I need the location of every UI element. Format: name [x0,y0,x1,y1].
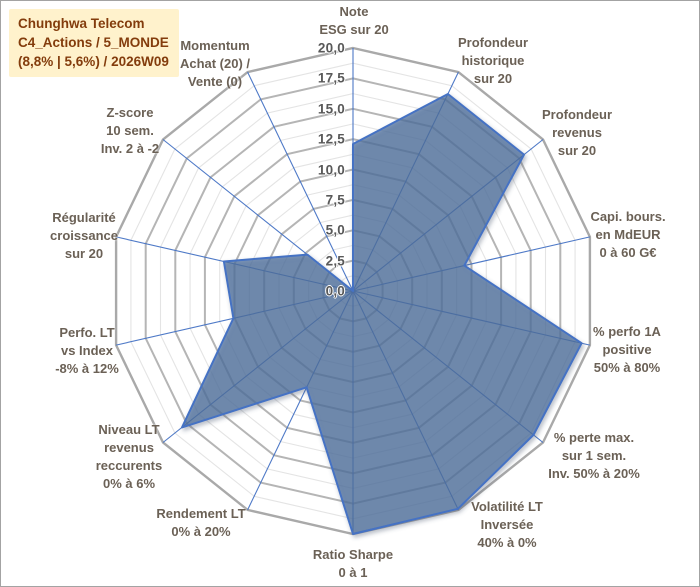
radar-spoke [247,71,354,292]
axis-label-line: Inv. 2 à -2 [100,141,160,156]
axis-label-niveau-lt-revenus: Niveau LT revenus reccurents 0% à 6% [49,421,209,493]
axis-label-line: 50% à 80% [593,360,661,375]
axis-label-line: 10 sem. [106,123,154,138]
title-line-portfolio: C4_Actions / 5_MONDE [18,35,169,50]
axis-label-line: sur 20 [473,71,513,86]
radial-tick-label: 12,5 [317,131,345,147]
radar-series-polygon [181,93,583,535]
axis-label-line: vs Index [60,343,114,358]
title-line-security: Chunghwa Telecom [18,16,145,31]
radial-tick-label: 17,5 [317,70,345,86]
radial-tick-label: 15,0 [317,101,345,117]
axis-label-line: en MdEUR [595,227,661,242]
axis-label-line: Niveau LT [98,422,160,437]
axis-label-line: Inversée [480,517,534,532]
axis-label-line: -8% à 12% [55,361,119,376]
axis-label-profondeur-historique: Profondeur historique sur 20 [413,34,573,88]
axis-label-line: reccurents [95,458,163,473]
title-line-stats: (8,8% | 5,6%) / 2026W09 [18,54,169,69]
radial-tick-label: 5,0 [325,222,345,238]
axis-label-line: % perte max. [553,430,635,445]
axis-label-line: 0 à 60 G€ [599,245,657,260]
axis-label-line: revenus [104,440,154,455]
axis-label-ratio-sharpe: Ratio Sharpe 0 à 1 [273,546,433,582]
axis-label-perfo-lt-vs-index: Perfo. LT vs Index -8% à 12% [7,324,167,378]
axis-label-line: sur 1 sem. [561,448,627,463]
axis-label-line: Profondeur [541,107,613,122]
axis-label-line: 0% à 6% [102,476,156,491]
axis-label-rendement-lt: Rendement LT 0% à 20% [121,505,281,541]
axis-label-capi-bours: Capi. bours. en MdEUR 0 à 60 G€ [548,208,699,262]
axis-label-line: Profondeur [457,35,529,50]
axis-label-line: Volatilité LT [471,499,543,514]
axis-label-momentum: Momentum Achat (20) / Vente (0) [135,37,295,91]
axis-label-line: revenus [552,125,602,140]
axis-label-note-esg: Note ESG sur 20 [274,3,434,39]
axis-label-perte-max: % perte max. sur 1 sem. Inv. 50% à 20% [514,429,674,483]
axis-label-line: 40% à 0% [477,535,537,550]
axis-label-line: sur 20 [64,246,104,261]
axis-label-regularite-croissance: Régularité croissance sur 20 [4,209,164,263]
axis-label-profondeur-revenus: Profondeur revenus sur 20 [497,106,657,160]
axis-label-line: Note [339,4,369,19]
radial-tick-label: 2,5 [325,253,345,269]
axis-label-line: 0% à 20% [171,524,231,539]
radial-tick-label: 20,0 [317,40,345,56]
radial-tick-label: 10,0 [317,162,345,177]
axis-label-line: 0 à 1 [338,565,368,580]
axis-label-line: sur 20 [557,143,597,158]
axis-label-line: Perfo. LT [59,325,115,340]
axis-label-perfo-1a-positive: % perfo 1A positive 50% à 80% [547,323,699,377]
axis-label-line: Rendement LT [156,506,246,521]
axis-label-line: Régularité [52,210,116,225]
radial-tick-label: 7,5 [325,192,345,208]
axis-label-line: historique [461,53,525,68]
axis-label-line: Z-score [106,105,154,120]
axis-label-line: croissance [50,228,118,243]
axis-label-line: Ratio Sharpe [312,547,394,562]
axis-label-volatilite-lt: Volatilité LT Inversée 40% à 0% [427,498,587,552]
axis-label-line: Vente (0) [187,74,243,89]
chart-title-box: Chunghwa Telecom C4_Actions / 5_MONDE (8… [9,9,179,77]
axis-label-line: Momentum [180,38,250,53]
axis-label-line: Capi. bours. [590,209,666,224]
axis-label-line: % perfo 1A [593,324,661,339]
axis-label-line: ESG sur 20 [319,22,389,37]
axis-label-z-score: Z-score 10 sem. Inv. 2 à -2 [50,104,210,158]
radial-tick-label: 0,0 [325,283,345,299]
axis-label-line: Inv. 50% à 20% [548,466,640,481]
axis-label-line: positive [602,342,652,357]
axis-label-line: Achat (20) / [179,56,251,71]
